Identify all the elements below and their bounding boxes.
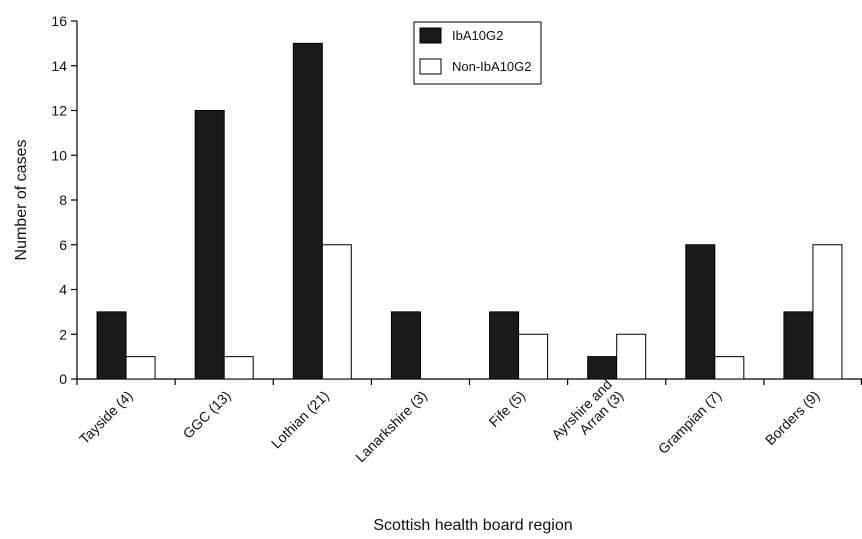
category-labels: Tayside (4) GGC (13) Lothian (21) Lanarkshi… [76, 376, 823, 465]
y-axis-title: Number of cases [13, 140, 30, 261]
bar-iba10g2 [194, 110, 225, 380]
legend: IbA10G2 Non-IbA10G2 [413, 21, 542, 85]
category-label: GGC (13) [180, 387, 234, 441]
y-tick-label: 6 [59, 237, 67, 253]
category-label: Grampian (7) [655, 387, 725, 457]
legend-swatch [419, 58, 442, 75]
bar-non-iba10g2 [223, 356, 254, 380]
bar-iba10g2 [489, 311, 520, 380]
y-tick-label: 4 [59, 282, 67, 298]
y-tick-label: 2 [59, 326, 67, 342]
bar-iba10g2 [685, 244, 716, 380]
category-label: Ayrshire andArran (3) [548, 376, 626, 454]
bar-non-iba10g2 [321, 244, 352, 380]
y-tick-label: 12 [51, 103, 67, 119]
category-label: Fife (5) [486, 387, 529, 430]
bar-non-iba10g2 [518, 333, 549, 380]
category-label-line: Lanarkshire (3) [352, 387, 430, 465]
category-label-line: Fife (5) [486, 387, 529, 430]
category-label-line: Borders (9) [762, 387, 823, 448]
category-label-line: Tayside (4) [76, 387, 136, 447]
y-tick-label: 10 [51, 147, 67, 163]
y-tick-label: 8 [59, 192, 67, 208]
bar-iba10g2 [292, 42, 323, 380]
bar-iba10g2 [783, 311, 814, 380]
y-tick-label: 14 [51, 58, 67, 74]
x-axis-title: Scottish health board region [373, 517, 572, 534]
legend-label: Non-IbA10G2 [452, 59, 532, 74]
bar-non-iba10g2 [714, 356, 745, 380]
bar-non-iba10g2 [812, 244, 843, 380]
category-label: Lanarkshire (3) [352, 387, 430, 465]
y-tick-label: 16 [51, 13, 67, 29]
category-label-line: Grampian (7) [655, 387, 725, 457]
legend-label: IbA10G2 [452, 28, 503, 43]
bar-non-iba10g2 [125, 356, 156, 380]
bar-iba10g2 [390, 311, 421, 380]
category-label: Borders (9) [762, 387, 823, 448]
bar-iba10g2 [587, 356, 618, 380]
bars [96, 42, 843, 380]
category-label: Tayside (4) [76, 387, 136, 447]
category-label-line: GGC (13) [180, 387, 234, 441]
y-axis: 0 2 4 6 8 10 12 14 16 [51, 13, 78, 387]
bar-non-iba10g2 [616, 333, 647, 380]
category-label: Lothian (21) [268, 387, 332, 451]
x-axis [76, 378, 862, 385]
bar-iba10g2 [96, 311, 127, 380]
y-tick-label: 0 [59, 371, 67, 387]
legend-swatch [419, 27, 442, 44]
category-label-line: Lothian (21) [268, 387, 332, 451]
